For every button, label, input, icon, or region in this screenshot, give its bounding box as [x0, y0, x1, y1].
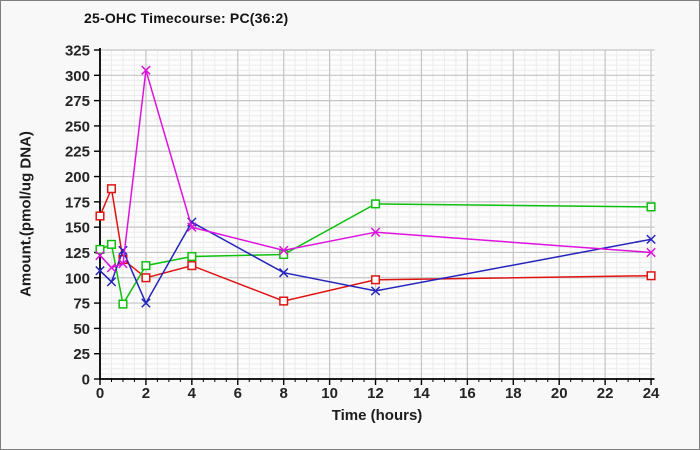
x-tick-label: 10 — [321, 385, 338, 402]
series-red-squares-marker — [106, 184, 117, 194]
x-tick-label: 24 — [643, 385, 660, 402]
y-tick-label: 200 — [65, 169, 90, 186]
series-blue-crosses-marker — [370, 286, 381, 296]
series-green-squares-marker — [141, 261, 151, 271]
series-green-squares-marker — [279, 249, 289, 260]
y-tick-label: 325 — [65, 43, 90, 60]
x-tick-label: 20 — [551, 385, 568, 402]
y-tick-label: 300 — [65, 68, 90, 85]
y-tick-label: 25 — [73, 346, 90, 363]
series-red-squares-marker — [95, 211, 105, 221]
series-magenta-crosses-marker — [141, 65, 151, 75]
series-magenta-crosses-marker — [95, 250, 105, 261]
series-red-squares-marker — [141, 273, 151, 283]
series-blue-crosses-marker — [95, 265, 105, 276]
series-magenta-crosses-marker — [187, 222, 197, 232]
x-tick-label: 0 — [96, 385, 104, 402]
series-green-squares-marker — [118, 299, 128, 309]
plot-area — [100, 50, 655, 379]
y-tick-label: 75 — [73, 296, 90, 313]
y-tick-label: 50 — [73, 321, 90, 338]
series-magenta-crosses-line — [99, 69, 652, 269]
x-axis-title: Time (hours) — [331, 407, 423, 424]
series-red-squares-marker — [187, 261, 197, 271]
chart-title: 25-OHC Timecourse: PC(36:2) — [84, 10, 289, 26]
series-green-squares-marker — [95, 244, 105, 254]
series-green-squares-marker — [106, 239, 117, 249]
series-blue-crosses-marker — [278, 267, 289, 278]
series-green-squares-marker — [187, 251, 197, 262]
series-blue-crosses-marker — [141, 298, 151, 308]
x-tick-label: 14 — [413, 385, 430, 402]
x-tick-label: 4 — [188, 385, 197, 402]
series-magenta-crosses-marker — [118, 258, 128, 269]
series-magenta-crosses-marker — [646, 247, 656, 258]
y-tick-label: 225 — [65, 144, 90, 161]
series-green-squares-marker — [646, 202, 656, 212]
series-blue-crosses-marker — [106, 277, 117, 287]
x-tick-label: 18 — [505, 385, 522, 402]
x-tick-label: 6 — [234, 385, 242, 402]
y-tick-label: 175 — [65, 194, 90, 211]
series-blue-crosses-line — [99, 221, 652, 305]
series-blue-crosses-marker — [646, 234, 656, 245]
y-tick-label: 275 — [65, 93, 90, 110]
x-tick-label: 12 — [367, 385, 384, 402]
y-tick-label: 250 — [65, 118, 90, 135]
x-tick-label: 22 — [597, 385, 614, 402]
y-tick-label: 125 — [65, 245, 90, 262]
x-tick-label: 8 — [280, 385, 288, 402]
series-red-squares-line — [99, 186, 652, 302]
x-tick-label: 16 — [459, 385, 476, 402]
series-green-squares-line — [99, 203, 652, 307]
y-tick-label: 150 — [65, 220, 90, 237]
series-magenta-crosses-marker — [106, 262, 117, 273]
series-magenta-crosses-marker — [278, 245, 289, 256]
y-tick-label: 0 — [82, 372, 90, 389]
series-magenta-crosses-marker — [370, 227, 381, 237]
x-tick-label: 2 — [142, 385, 150, 402]
series-red-squares-marker — [646, 271, 656, 281]
series-blue-crosses-marker — [118, 245, 128, 256]
series-red-squares-marker — [279, 296, 289, 306]
y-tick-label: 100 — [65, 270, 90, 287]
series-green-squares-marker — [370, 199, 381, 209]
series-red-squares-marker — [370, 275, 381, 285]
